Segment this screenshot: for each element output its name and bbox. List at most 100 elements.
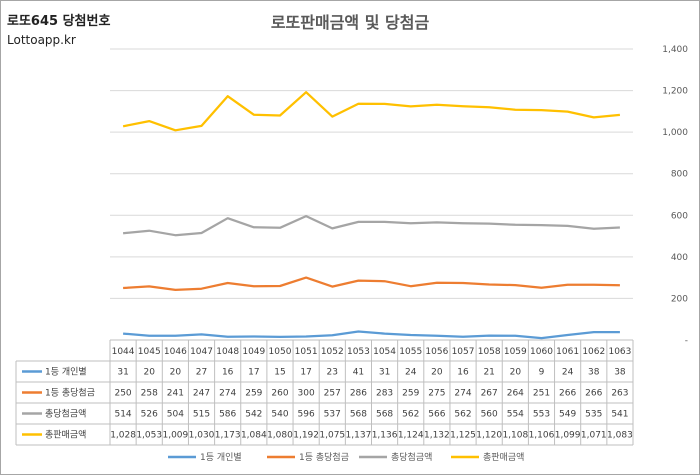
data-label: 267	[481, 389, 498, 399]
data-label: 554	[507, 410, 524, 420]
data-label: 542	[245, 410, 262, 420]
data-label: 537	[324, 410, 341, 420]
data-label: 541	[611, 410, 628, 420]
data-label: 250	[114, 389, 131, 399]
data-label: 20	[143, 368, 155, 378]
y-tick-label: 1,200	[662, 87, 688, 97]
data-label: 251	[533, 389, 550, 399]
x-tick-label: 1050	[269, 347, 292, 357]
x-tick-label: 1047	[190, 347, 213, 357]
data-label: 596	[298, 410, 315, 420]
data-label: 259	[402, 389, 419, 399]
data-label: 526	[141, 410, 158, 420]
data-label: 38	[614, 368, 626, 378]
data-label: 1,136	[372, 431, 398, 441]
data-label: 1,053	[136, 431, 162, 441]
series-line	[123, 330, 620, 340]
data-label: 16	[222, 368, 234, 378]
series-line	[123, 276, 620, 292]
x-tick-label: 1044	[112, 347, 135, 357]
data-label: 1,071	[581, 431, 607, 441]
x-tick-label: 1063	[608, 347, 631, 357]
data-label: 31	[117, 368, 128, 378]
data-label: 24	[405, 368, 417, 378]
data-label: 241	[167, 389, 184, 399]
y-tick-label: 600	[671, 211, 688, 221]
data-label: 266	[559, 389, 576, 399]
row-label: 1등 개인별	[45, 367, 87, 378]
y-tick-label: 200	[671, 294, 688, 304]
data-label: 263	[611, 389, 628, 399]
x-tick-label: 1048	[216, 347, 239, 357]
data-label: 1,137	[346, 431, 372, 441]
y-tick-label: -	[685, 336, 688, 346]
data-label: 568	[376, 410, 393, 420]
data-label: 549	[559, 410, 576, 420]
data-label: 504	[167, 410, 184, 420]
data-label: 1,125	[450, 431, 476, 441]
data-label: 247	[193, 389, 210, 399]
data-label: 266	[585, 389, 602, 399]
data-label: 1,080	[267, 431, 293, 441]
data-label: 20	[510, 368, 522, 378]
series-line	[122, 214, 620, 237]
data-label: 586	[219, 410, 236, 420]
data-label: 515	[193, 410, 210, 420]
x-tick-label: 1058	[478, 347, 501, 357]
data-label: 31	[379, 368, 390, 378]
data-label: 1,084	[241, 431, 267, 441]
chart-title: 로또판매금액 및 당첨금	[270, 13, 430, 32]
data-label: 41	[353, 368, 364, 378]
data-label: 514	[114, 410, 131, 420]
data-label: 535	[585, 410, 602, 420]
row-label: 1등 총당첨금	[45, 388, 95, 399]
data-label: 1,075	[319, 431, 345, 441]
data-label: 562	[402, 410, 419, 420]
y-tick-label: 1,400	[662, 45, 688, 55]
legend-label: 총당첨금액	[391, 451, 432, 463]
x-tick-label: 1051	[295, 347, 318, 357]
data-label: 1,108	[502, 431, 528, 441]
data-label: 264	[507, 389, 524, 399]
x-tick-label: 1049	[242, 347, 265, 357]
data-label: 275	[428, 389, 445, 399]
data-label: 1,120	[476, 431, 502, 441]
data-label: 17	[248, 368, 259, 378]
y-tick-label: 800	[671, 170, 688, 180]
y-tick-label: 400	[671, 253, 688, 263]
data-label: 1,028	[110, 431, 136, 441]
data-label: 259	[245, 389, 262, 399]
legend-label: 1등 총당첨금	[299, 452, 349, 463]
data-label: 260	[271, 389, 288, 399]
data-label: 1,099	[555, 431, 581, 441]
x-tick-label: 1057	[452, 347, 475, 357]
data-label: 1,009	[162, 431, 188, 441]
data-label: 9	[539, 368, 545, 378]
row-label: 총판매금액	[45, 429, 86, 441]
data-label: 560	[481, 410, 498, 420]
data-label: 1,192	[293, 431, 319, 441]
data-label: 20	[170, 368, 182, 378]
data-label: 1,173	[215, 431, 241, 441]
data-label: 17	[300, 368, 311, 378]
y-tick-label: 1,000	[662, 128, 688, 138]
data-label: 553	[533, 410, 550, 420]
data-label: 1,132	[424, 431, 450, 441]
data-label: 1,083	[607, 431, 633, 441]
data-label: 38	[588, 368, 600, 378]
data-label: 24	[562, 368, 574, 378]
x-tick-label: 1055	[399, 347, 422, 357]
data-label: 20	[431, 368, 443, 378]
data-label: 16	[457, 368, 469, 378]
data-label: 258	[141, 389, 158, 399]
x-tick-label: 1045	[138, 347, 161, 357]
legend-label: 1등 개인별	[200, 452, 242, 463]
data-label: 23	[327, 368, 338, 378]
data-label: 274	[454, 389, 471, 399]
data-label: 21	[483, 368, 494, 378]
data-label: 1,030	[189, 431, 215, 441]
brand-label: 로또645 당첨번호	[7, 14, 111, 29]
data-label: 568	[350, 410, 367, 420]
data-label: 15	[274, 368, 285, 378]
